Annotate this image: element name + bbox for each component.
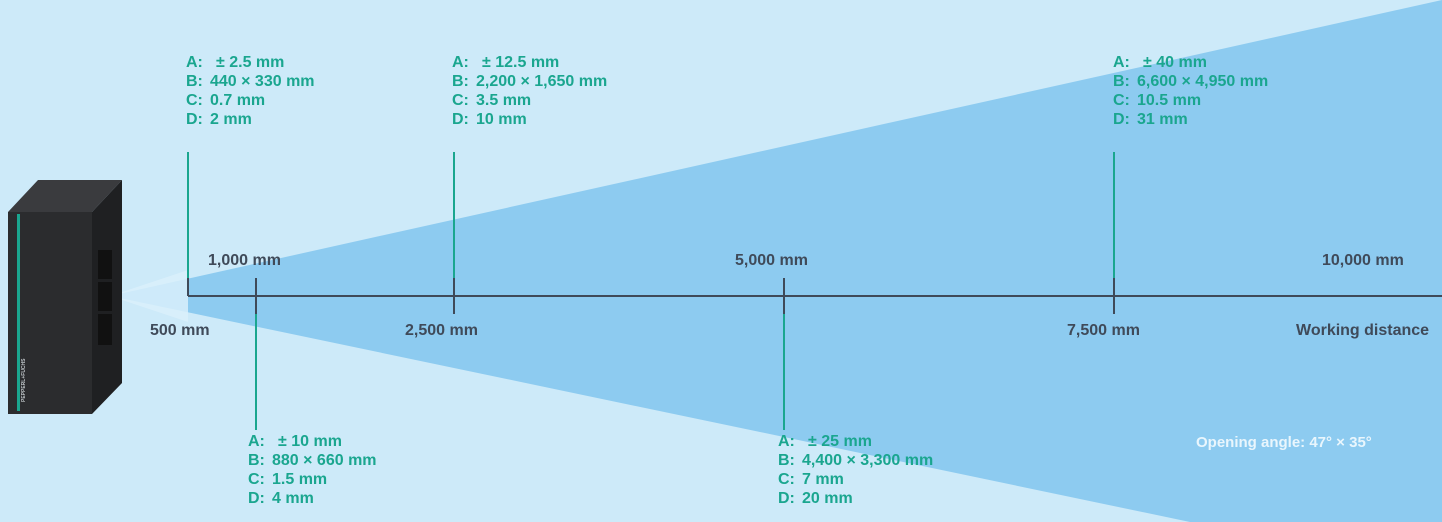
spec-row-c: C: 1.5 mm <box>248 471 328 488</box>
tick-label-1000: 1,000 mm <box>208 252 281 269</box>
spec-row-c: C: 7 mm <box>778 471 844 488</box>
spec-block-7500mm: A: ± 40 mm B: 6,600 × 4,950 mm C: 10.5 mm D… <box>1113 53 1268 129</box>
tick-label-5000: 5,000 mm <box>735 252 808 269</box>
axis-title: Working distance <box>1296 322 1430 339</box>
spec-row-d: D: 31 mm <box>1113 111 1188 128</box>
tick-label-10000: 10,000 mm <box>1322 252 1404 269</box>
spec-row-d: D: 20 mm <box>778 490 853 507</box>
spec-row-a: A: ± 10 mm <box>248 433 342 450</box>
tick-label-500: 500 mm <box>150 322 210 339</box>
spec-block-500mm: A: ± 2.5 mm B: 440 × 330 mm C: 0.7 mm D: 2 m… <box>186 53 315 129</box>
spec-row-a: A: ± 40 mm <box>1113 54 1207 71</box>
spec-row-a: A: ± 25 mm <box>778 433 872 450</box>
spec-row-b: B: 880 × 660 mm <box>248 452 377 469</box>
spec-row-a: A: ± 12.5 mm <box>452 54 560 71</box>
sensor-device: PEPPERL+FUCHS <box>8 180 122 414</box>
spec-row-d: D: 10 mm <box>452 111 527 128</box>
spec-row-b: B: 2,200 × 1,650 mm <box>452 73 608 90</box>
spec-row-b: B: 6,600 × 4,950 mm <box>1113 73 1269 90</box>
device-brand-text: PEPPERL+FUCHS <box>21 358 27 402</box>
spec-row-a: A: ± 2.5 mm <box>186 54 285 71</box>
tick-label-7500: 7,500 mm <box>1067 322 1140 339</box>
spec-row-d: D: 2 mm <box>186 111 252 128</box>
opening-angle-label: Opening angle: 47° × 35° <box>1196 434 1372 451</box>
spec-block-5000mm: A: ± 25 mm B: 4,400 × 3,300 mm C: 7 mm D: 20… <box>778 432 933 508</box>
spec-block-1000mm: A: ± 10 mm B: 880 × 660 mm C: 1.5 mm D: 4 mm <box>248 432 377 508</box>
spec-row-d: D: 4 mm <box>248 490 314 507</box>
spec-block-2500mm: A: ± 12.5 mm B: 2,200 × 1,650 mm C: 3.5 mm … <box>452 53 607 129</box>
beam-cone <box>110 0 1442 522</box>
spec-row-b: B: 440 × 330 mm <box>186 73 315 90</box>
tick-label-2500: 2,500 mm <box>405 322 478 339</box>
spec-row-c: C: 0.7 mm <box>186 92 266 109</box>
beam-near-highlight <box>110 270 188 322</box>
spec-row-c: C: 3.5 mm <box>452 92 532 109</box>
spec-row-b: B: 4,400 × 3,300 mm <box>778 452 934 469</box>
spec-row-c: C: 10.5 mm <box>1113 92 1202 109</box>
